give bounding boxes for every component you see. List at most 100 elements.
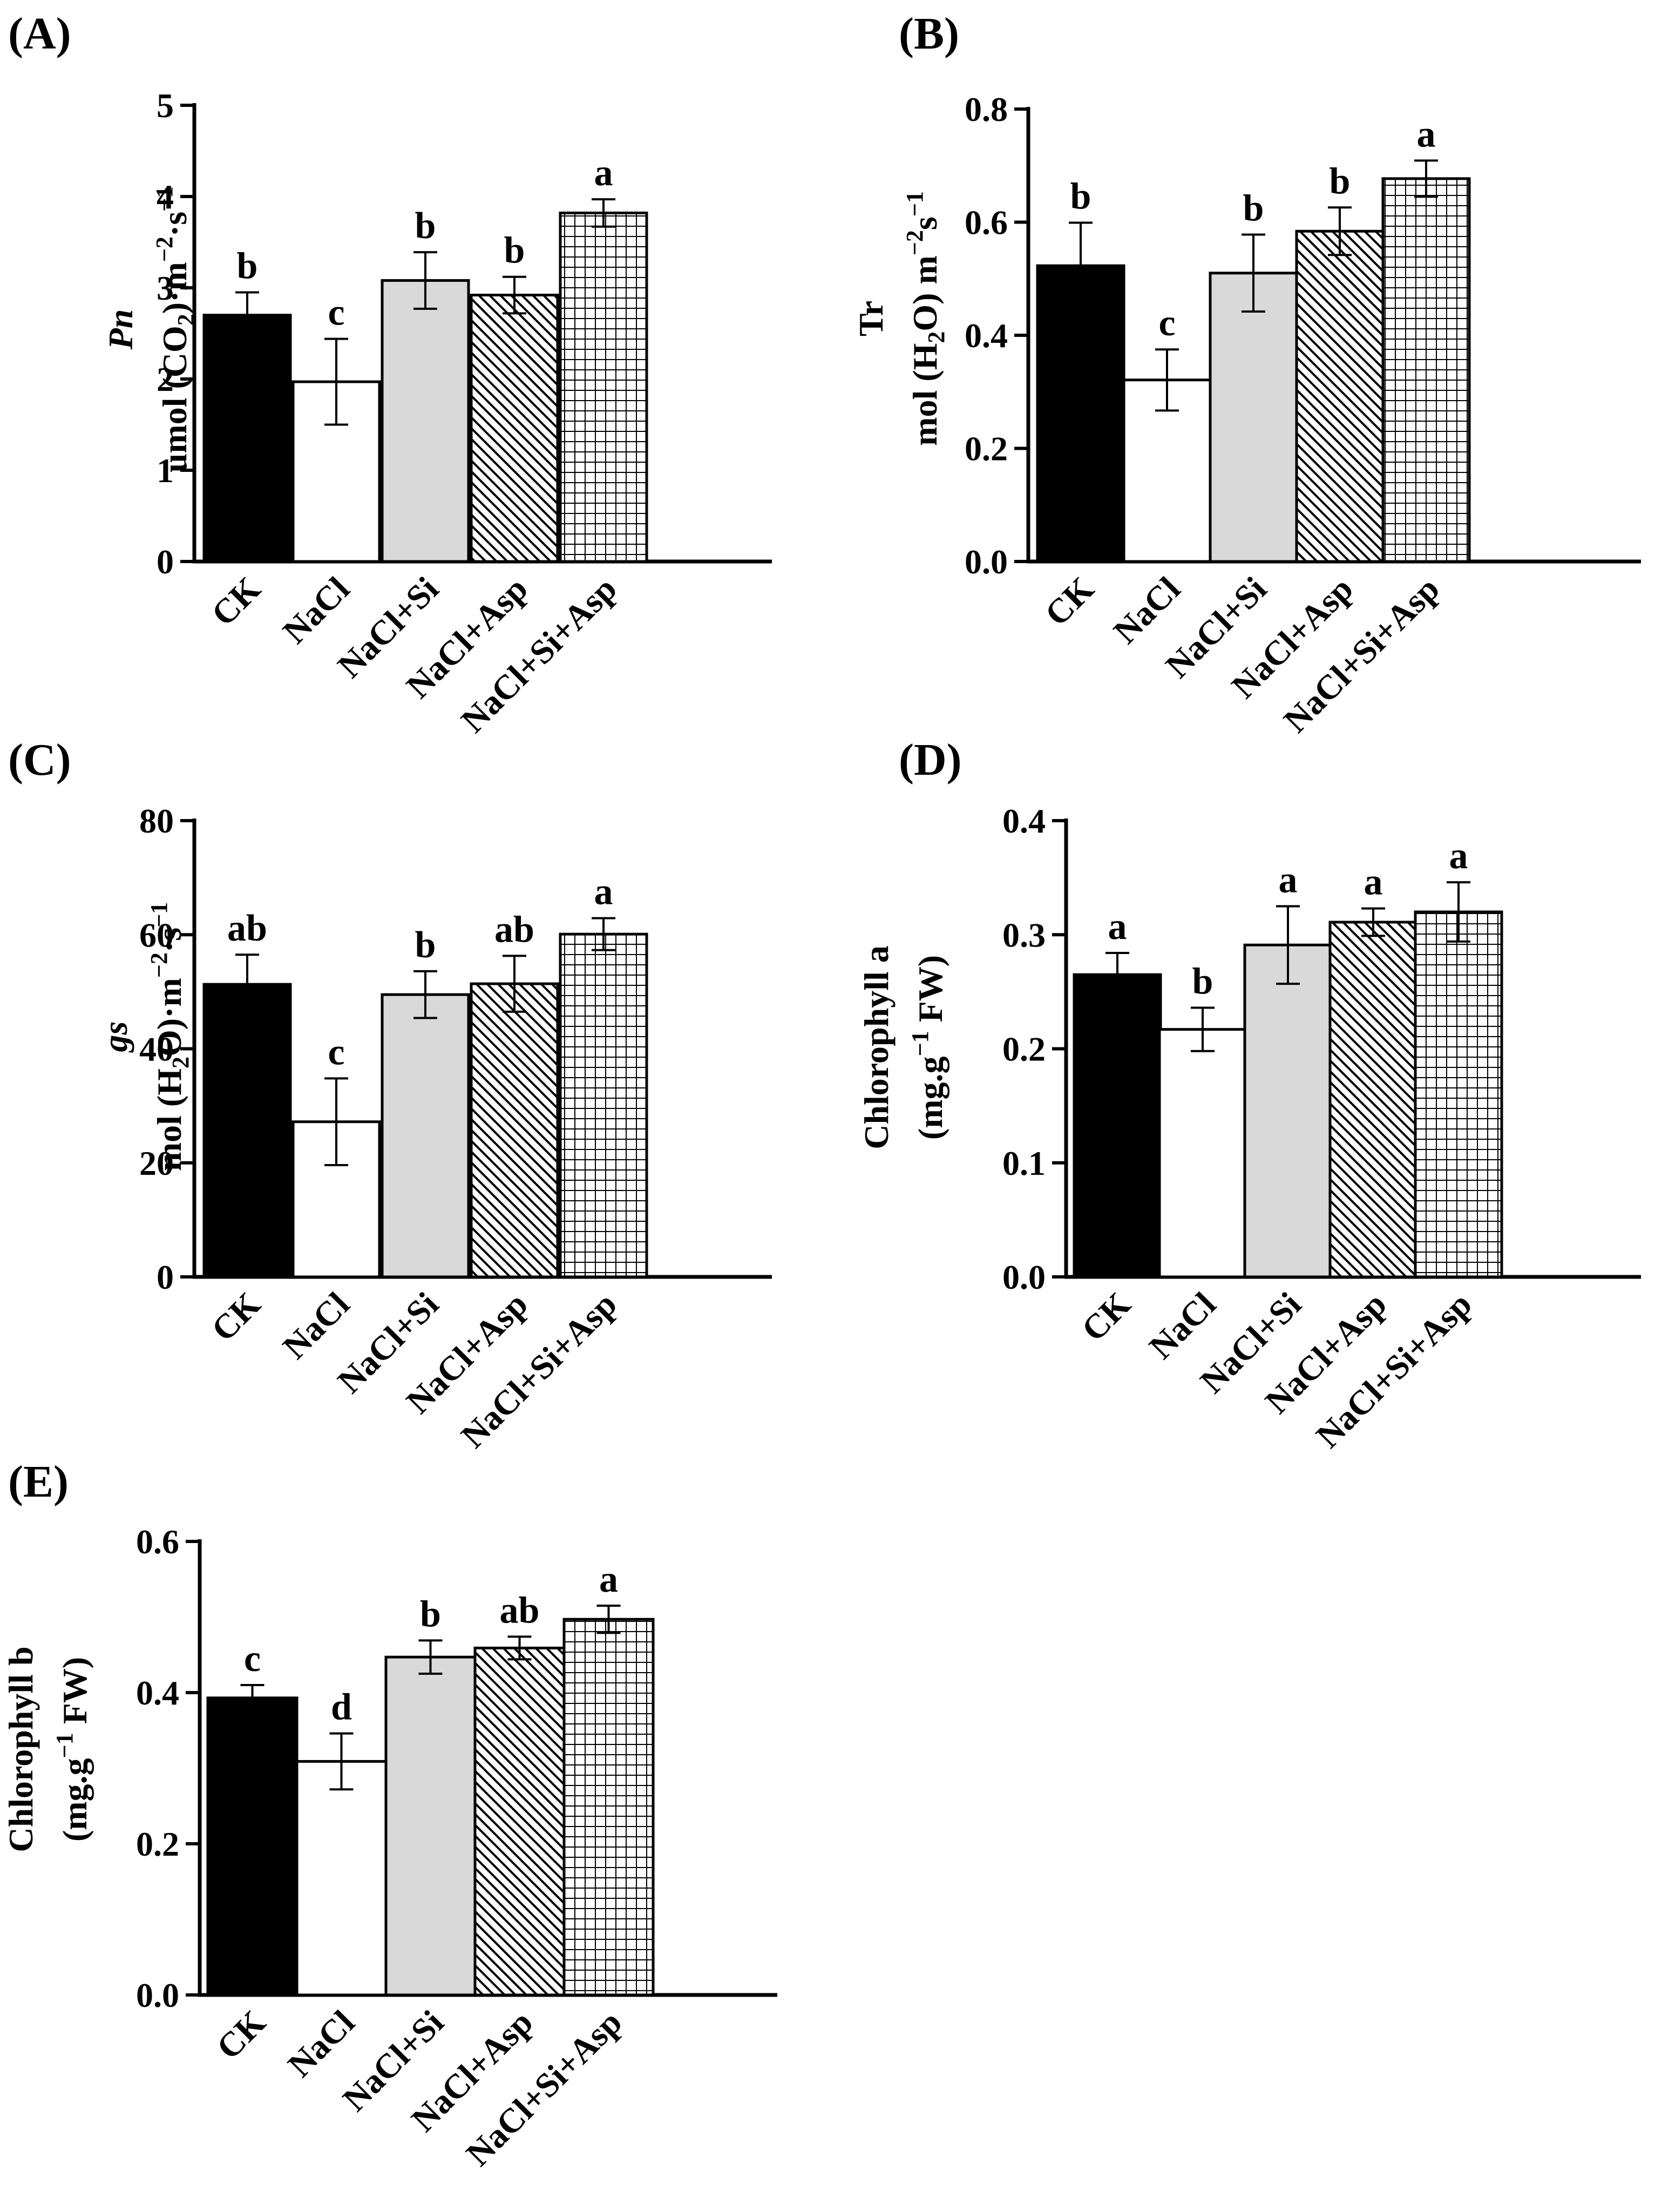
significance-label: a: [1449, 835, 1468, 877]
y-tick-label: 1: [157, 451, 174, 490]
y-axis-label: mol (H2​O) m−2​s−1​: [901, 191, 949, 446]
significance-label: a: [1108, 906, 1127, 948]
x-tick-label: NaCl: [275, 570, 357, 651]
significance-label: b: [1330, 160, 1351, 202]
y-tick-label: 20: [139, 1144, 174, 1182]
error-bar: [1447, 881, 1470, 943]
significance-label: c: [1158, 302, 1175, 344]
significance-label: b: [504, 230, 525, 272]
bar-ck: [1073, 973, 1162, 1279]
x-tick-label: NaCl: [1142, 1285, 1223, 1367]
y-tick-label: 60: [139, 916, 174, 954]
y-axis-label: Chlorophyll b: [2, 1646, 40, 1852]
error-bar: [592, 917, 615, 951]
significance-label: b: [1070, 176, 1091, 218]
error-bar: [418, 1639, 443, 1675]
y-axis-label: umol (CO2​)·m−2​·s−1​: [151, 186, 199, 472]
significance-label: a: [594, 152, 613, 194]
error-bar: [596, 1605, 621, 1634]
y-axis-label: Chlorophyll a: [857, 945, 896, 1149]
error-bar: [1361, 907, 1385, 937]
bar-ck: [1036, 264, 1125, 563]
bar-ck: [206, 1696, 299, 1997]
y-axis-label: Pn: [101, 309, 140, 350]
y-axis-label: (mg.g−1​ FW): [51, 1657, 94, 1842]
y-tick-label: 4: [157, 178, 174, 216]
y-tick-label: 0.2: [1002, 1030, 1046, 1068]
error-bar: [324, 1077, 348, 1166]
chart-panel-a: (A) 0 1 2 3 4 5 Pn umol (CO2​)·m−2​·s−1​ b CK c NaCl…: [8, 9, 772, 740]
bar-nacl-si: [381, 993, 470, 1279]
panel-label: (B): [899, 9, 959, 59]
y-tick-label: 3: [157, 269, 174, 307]
y-tick-label: 0.4: [136, 1674, 179, 1712]
bar-nacl-si: [1209, 272, 1298, 563]
error-bar: [1414, 159, 1438, 198]
bar-nacl-si-asp: [559, 211, 648, 563]
error-bar: [503, 955, 526, 1013]
significance-label: c: [328, 292, 344, 334]
significance-label: d: [331, 1687, 352, 1728]
panel-label: (E): [8, 1457, 69, 1507]
bar-nacl-asp: [470, 982, 559, 1279]
panel-label: (C): [8, 735, 71, 785]
x-tick-label: CK: [204, 1285, 268, 1349]
significance-label: ab: [494, 909, 534, 950]
error-bar: [1242, 233, 1265, 313]
x-tick-label: CK: [1074, 1285, 1138, 1349]
bar-nacl-asp: [470, 294, 559, 563]
x-tick-label: NaCl+Si+Asp: [453, 1285, 624, 1456]
panel-label: (D): [899, 735, 962, 785]
x-tick-label: CK: [1037, 570, 1101, 633]
y-tick-label: 0.2: [965, 430, 1008, 468]
error-bar: [1155, 348, 1179, 412]
y-tick-label: 0.2: [136, 1825, 179, 1863]
y-tick-label: 0: [157, 1258, 174, 1296]
chart-panel-d: (D) 0.0 0.1 0.2 0.3 0.4 Chlorophyll a (mg.g−1​ …: [857, 735, 1641, 1455]
y-axis-label: (mg.g−1​ FW): [907, 955, 949, 1140]
y-tick-label: 40: [139, 1030, 174, 1068]
significance-label: b: [415, 205, 436, 247]
error-bar: [413, 970, 437, 1019]
significance-label: a: [599, 1559, 618, 1600]
error-bar: [235, 291, 259, 339]
bar-nacl-si-asp: [562, 1618, 655, 1997]
y-tick-label: 5: [157, 86, 174, 125]
error-bar: [413, 251, 437, 310]
significance-label: a: [1279, 859, 1298, 901]
error-bar: [1328, 206, 1352, 256]
y-axis-label: Tr: [852, 301, 890, 336]
error-bar: [240, 1684, 264, 1712]
error-bar: [1276, 905, 1300, 985]
bar-nacl-asp: [473, 1646, 566, 1997]
significance-label: b: [237, 245, 258, 287]
significance-label: b: [1243, 188, 1264, 229]
y-tick-label: 80: [139, 802, 174, 840]
error-bar: [329, 1732, 354, 1791]
significance-label: ab: [227, 908, 267, 949]
bar-nacl-si-asp: [559, 932, 648, 1279]
x-tick-label: NaCl: [1106, 570, 1188, 651]
bar-nacl: [295, 1760, 388, 1997]
error-bar: [507, 1635, 532, 1661]
error-bar: [235, 953, 259, 1016]
y-tick-label: 0.8: [965, 90, 1008, 128]
significance-label: ab: [500, 1589, 540, 1631]
y-tick-label: 0.6: [136, 1523, 179, 1561]
y-axis-label: mol (H2​O)·m−2​·s−1​: [146, 902, 194, 1171]
y-tick-label: 0.4: [965, 316, 1008, 355]
error-bar: [1191, 1006, 1215, 1052]
error-bar: [503, 275, 526, 315]
x-tick-label: NaCl+Si+Asp: [453, 570, 624, 740]
significance-label: a: [1417, 113, 1436, 155]
significance-label: b: [420, 1593, 441, 1635]
x-tick-label: CK: [204, 570, 268, 633]
bar-nacl-asp: [1328, 921, 1418, 1279]
error-bar: [324, 337, 348, 426]
significance-label: a: [594, 871, 613, 913]
chart-panel-e: (E) 0.0 0.2 0.4 0.6 Chlorophyll b (mg.g−1​ FW)…: [2, 1457, 777, 2173]
x-tick-label: CK: [209, 2003, 273, 2067]
bar-nacl-asp: [1295, 229, 1385, 563]
